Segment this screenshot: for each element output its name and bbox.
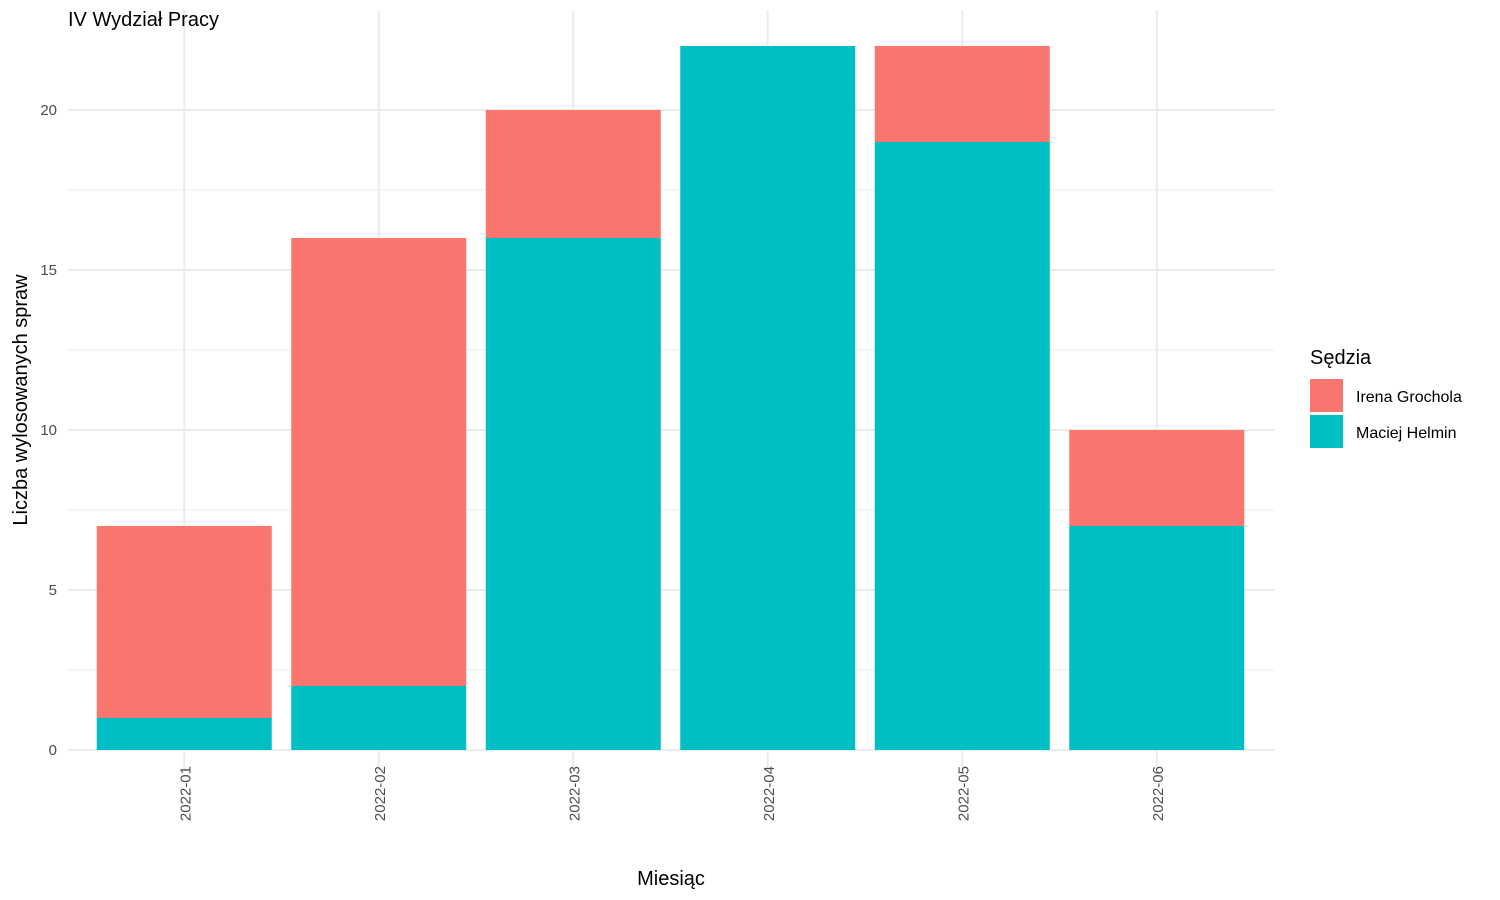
legend: Sędzia Irena Grochola Maciej Helmin xyxy=(1310,347,1462,448)
bar-segment xyxy=(291,686,467,750)
y-tick-label: 10 xyxy=(40,422,57,439)
x-axis-title: Miesiąc xyxy=(637,868,705,890)
x-tick-label: 2022-01 xyxy=(177,766,194,821)
bars xyxy=(96,46,1245,750)
y-tick-label: 15 xyxy=(40,262,57,279)
x-tick-label: 2022-04 xyxy=(761,766,778,821)
bar-segment xyxy=(96,718,272,750)
legend-label: Irena Grochola xyxy=(1356,389,1462,406)
bar-segment xyxy=(1069,526,1245,750)
y-tick-label: 20 xyxy=(40,102,57,119)
chart-title: IV Wydział Pracy xyxy=(68,9,219,31)
x-tick-label: 2022-03 xyxy=(566,766,583,821)
x-tick-label: 2022-05 xyxy=(955,766,972,821)
legend-label: Maciej Helmin xyxy=(1356,425,1456,442)
y-tick-label: 5 xyxy=(49,582,57,599)
bar-segment xyxy=(680,46,856,750)
x-axis-ticks: 2022-01 2022-02 2022-03 2022-04 2022-05 2022-… xyxy=(177,766,1167,821)
bar-segment xyxy=(96,526,272,718)
bar-segment xyxy=(291,238,467,686)
y-axis-ticks: 0 5 10 15 20 xyxy=(40,102,57,759)
y-tick-label: 0 xyxy=(49,742,57,759)
legend-swatch xyxy=(1310,415,1343,448)
x-tick-label: 2022-06 xyxy=(1150,766,1167,821)
bar-segment xyxy=(874,46,1050,142)
x-tick-label: 2022-02 xyxy=(372,766,389,821)
bar-segment xyxy=(1069,430,1245,526)
legend-title: Sędzia xyxy=(1310,347,1372,369)
legend-swatch xyxy=(1310,379,1343,412)
bar-segment xyxy=(874,142,1050,750)
bar-segment xyxy=(485,238,661,750)
bar-segment xyxy=(485,110,661,238)
y-axis-title: Liczba wylosowanych spraw xyxy=(10,274,32,526)
